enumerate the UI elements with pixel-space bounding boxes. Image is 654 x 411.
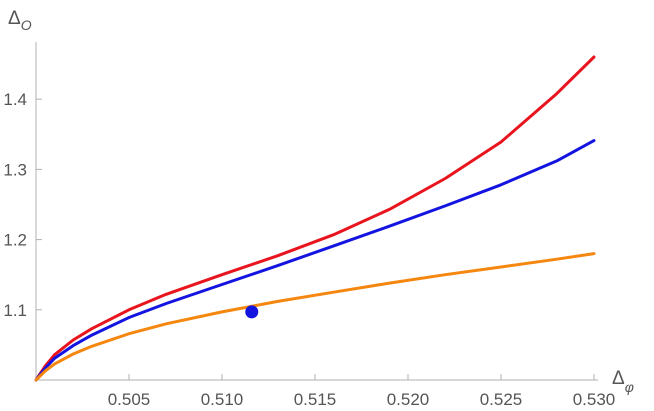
x-axis-title-main: Δ <box>612 368 625 389</box>
y-axis-title: ΔO <box>8 8 32 33</box>
x-tick-label: 0.525 <box>480 390 523 409</box>
data-point-1 <box>245 305 259 319</box>
y-axis-title-main: Δ <box>8 8 21 29</box>
x-tick-label: 0.530 <box>573 390 616 409</box>
series-line-1 <box>34 55 596 382</box>
y-tick-label: 1.1 <box>3 301 27 320</box>
ticks: 0.505 0.510 0.515 0.520 0.525 0.530 1.1 1.2 1.3 1… <box>3 90 615 409</box>
y-tick-label: 1.3 <box>3 160 27 179</box>
x-tick-label: 0.505 <box>108 390 151 409</box>
x-tick-label: 0.515 <box>294 390 337 409</box>
x-tick-label: 0.510 <box>201 390 244 409</box>
y-axis-title-sub: O <box>21 17 32 33</box>
x-tick-label: 0.520 <box>387 390 430 409</box>
points-layer <box>245 305 259 319</box>
x-axis-title: Δφ <box>612 368 634 395</box>
series-layer <box>34 55 596 382</box>
y-tick-label: 1.4 <box>3 90 27 109</box>
y-tick-label: 1.2 <box>3 231 27 250</box>
series-line-3 <box>34 252 596 382</box>
x-axis-title-sub: φ <box>625 379 634 395</box>
series-line-2 <box>34 139 596 382</box>
axes <box>35 42 598 381</box>
